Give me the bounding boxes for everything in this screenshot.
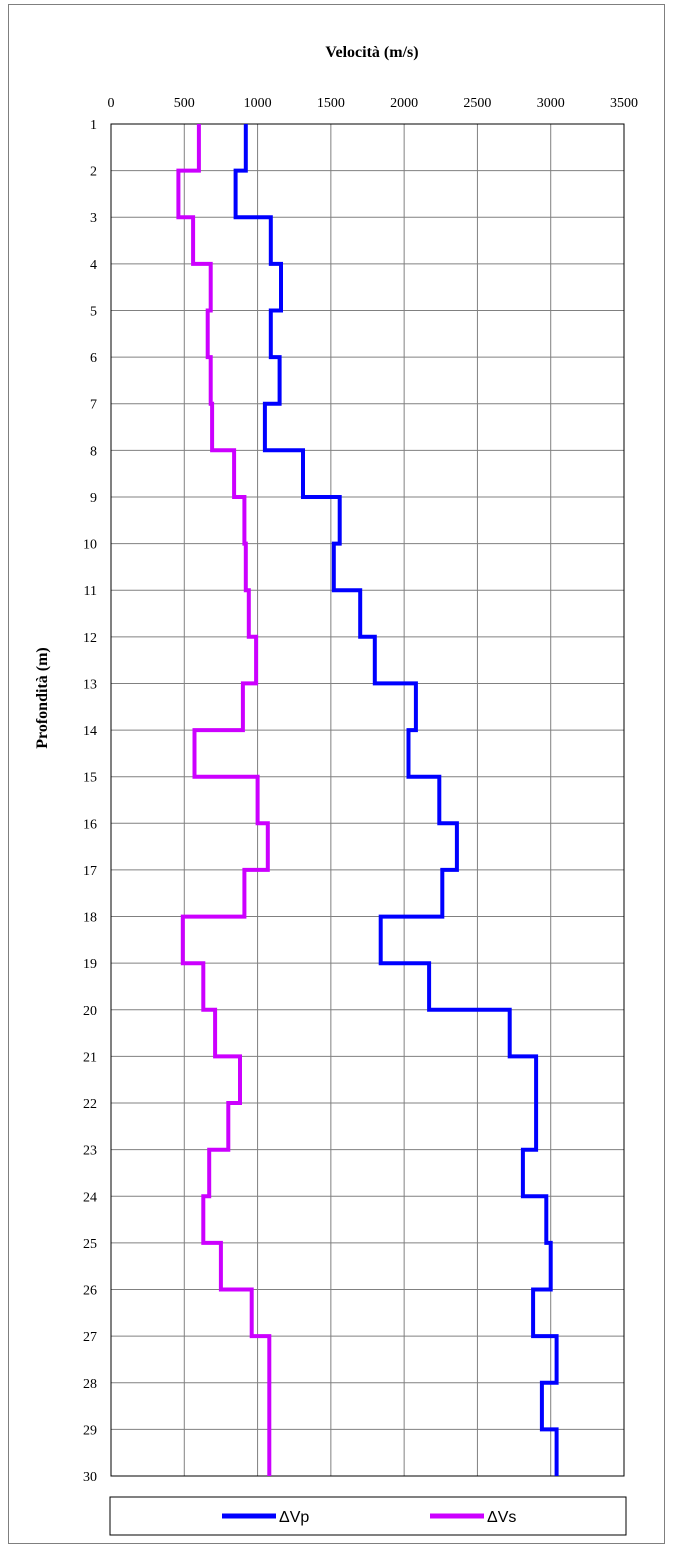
y-tick-label: 14 [83, 724, 97, 739]
x-tick-label: 3000 [537, 96, 565, 111]
y-tick-label: 16 [83, 817, 97, 832]
y-tick-label: 21 [83, 1050, 97, 1065]
y-tick-label: 10 [83, 538, 97, 553]
y-tick-label: 6 [90, 351, 97, 366]
y-tick-label: 22 [83, 1097, 97, 1112]
y-tick-label: 8 [90, 444, 97, 459]
chart-title: Velocità (m/s) [325, 44, 418, 61]
y-tick-label: 1 [90, 118, 97, 133]
legend-label-vs: ΔVs [487, 1509, 516, 1526]
y-tick-labels: 1234567891011121314151617181920212223242… [83, 118, 97, 1485]
y-tick-label: 24 [83, 1190, 97, 1205]
y-tick-label: 9 [90, 491, 97, 506]
y-tick-label: 3 [90, 211, 97, 226]
gridlines [110, 123, 625, 1477]
y-tick-label: 25 [83, 1237, 97, 1252]
y-tick-label: 7 [90, 398, 97, 413]
y-tick-label: 2 [90, 165, 97, 180]
y-tick-label: 4 [90, 258, 97, 273]
x-tick-labels: 0 500 1000 1500 2000 2500 3000 3500 [108, 96, 639, 111]
legend-box [109, 1496, 627, 1536]
y-tick-label: 28 [83, 1377, 97, 1392]
y-tick-label: 5 [90, 304, 97, 319]
y-tick-label: 13 [83, 677, 97, 692]
y-tick-label: 29 [83, 1423, 97, 1438]
x-tick-label: 1500 [317, 96, 345, 111]
plot-area [110, 123, 625, 1477]
y-tick-label: 18 [83, 911, 97, 926]
y-tick-label: 26 [83, 1284, 97, 1299]
legend: ΔVp ΔVs [109, 1496, 627, 1536]
x-tick-label: 2000 [390, 96, 418, 111]
x-tick-label: 3500 [610, 96, 638, 111]
legend-label-vp: ΔVp [279, 1509, 309, 1526]
y-tick-label: 23 [83, 1144, 97, 1159]
series-line-vs [176, 124, 272, 1476]
y-tick-label: 11 [84, 584, 97, 599]
chart-frame [8, 4, 665, 1544]
x-tick-label: 2500 [463, 96, 491, 111]
y-tick-label: 15 [83, 771, 97, 786]
x-tick-label: 0 [108, 96, 115, 111]
y-axis-label: Profondità (m) [34, 647, 51, 748]
y-tick-label: 17 [83, 864, 97, 879]
series-line-vp [233, 124, 559, 1476]
y-tick-label: 30 [83, 1470, 97, 1485]
x-tick-label: 1000 [244, 96, 272, 111]
x-tick-label: 500 [174, 96, 195, 111]
y-tick-label: 27 [83, 1330, 97, 1345]
y-tick-label: 19 [83, 957, 97, 972]
y-tick-label: 12 [83, 631, 97, 646]
series-lines [176, 124, 559, 1476]
y-tick-label: 20 [83, 1004, 97, 1019]
